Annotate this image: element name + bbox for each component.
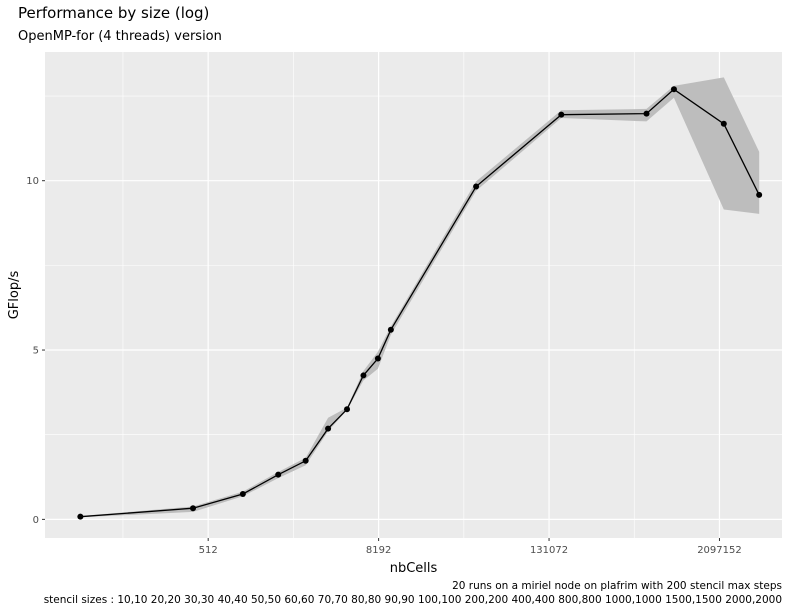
data-point-5	[325, 425, 332, 432]
data-point-10	[473, 183, 480, 190]
grid-minor	[45, 52, 782, 538]
confidence-band-layer	[80, 77, 760, 518]
y-tick-label: 0	[33, 515, 39, 526]
data-point-0	[77, 513, 84, 520]
data-point-6	[344, 406, 351, 413]
data-point-7	[360, 372, 367, 379]
y-tick-label: 5	[33, 346, 39, 357]
data-point-3	[275, 471, 282, 478]
y-tick-label: 10	[26, 176, 39, 187]
x-tick-label: 131072	[530, 545, 568, 556]
data-point-9	[387, 326, 394, 333]
series-line-0	[80, 88, 760, 518]
data-point-2	[239, 490, 246, 497]
data-point-12	[643, 110, 650, 117]
data-point-15	[756, 191, 763, 198]
y-axis: 0 5 10	[26, 176, 45, 526]
confidence-band-0	[80, 77, 760, 518]
chart-title: Performance by size (log)	[18, 4, 210, 22]
series-line-layer	[80, 88, 760, 518]
data-point-14	[720, 120, 727, 127]
data-point-13	[670, 86, 677, 93]
caption-line-2: stencil sizes : 10,10 20,20 30,30 40,40 …	[43, 594, 782, 606]
caption-line-1: 20 runs on a miriel node on plafrim with…	[452, 580, 782, 592]
x-tick-label: 2097152	[697, 545, 742, 556]
y-axis-title: GFlop/s	[7, 271, 22, 320]
data-point-11	[558, 111, 565, 118]
data-point-4	[302, 457, 309, 464]
x-axis: 512 8192 131072 2097152	[199, 538, 742, 556]
x-tick-label: 8192	[366, 545, 391, 556]
data-point-1	[190, 505, 197, 512]
data-points-layer	[77, 86, 763, 520]
x-tick-label: 512	[199, 545, 218, 556]
data-point-8	[374, 355, 381, 362]
chart-subtitle: OpenMP-for (4 threads) version	[18, 29, 222, 44]
x-axis-title: nbCells	[390, 561, 438, 576]
